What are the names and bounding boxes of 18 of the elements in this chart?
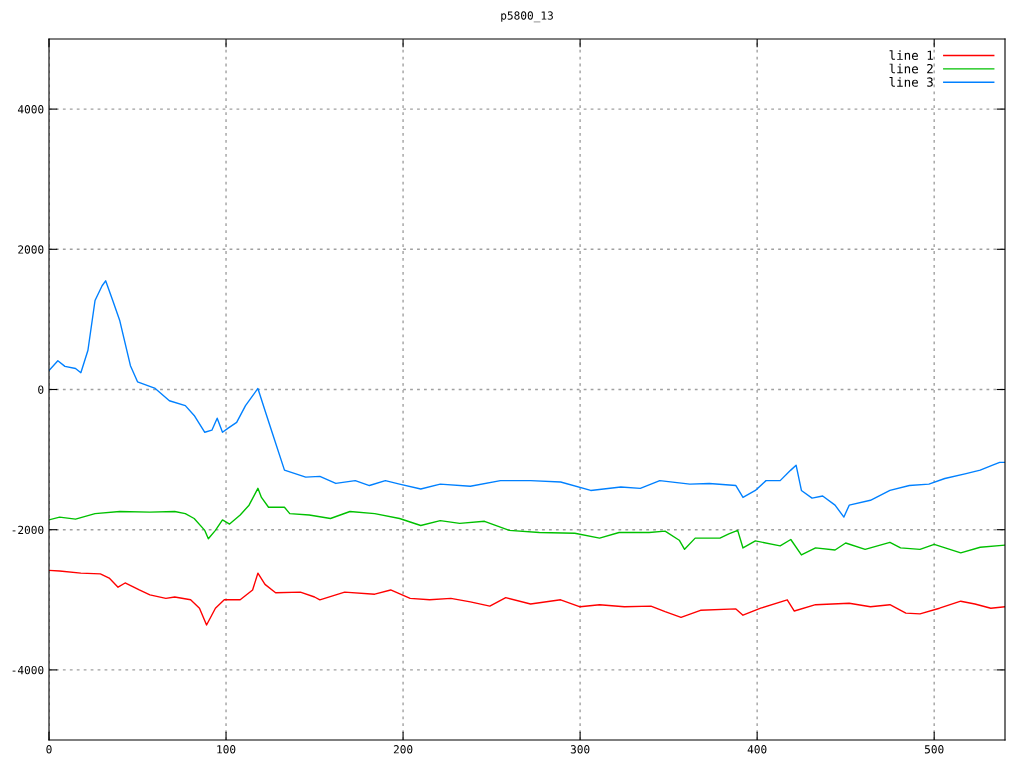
y-tick-label: -4000 <box>12 665 44 675</box>
x-tick-label: 500 <box>924 745 944 754</box>
y-tick-label: 0 <box>38 385 44 394</box>
x-tick-label: 300 <box>570 745 590 754</box>
legend-label: line 1 <box>889 50 933 60</box>
y-tick-label: 4000 <box>17 105 44 114</box>
legend-label: line 3 <box>889 77 933 87</box>
y-tick-label: 2000 <box>18 245 44 254</box>
legend-label: line 2 <box>889 63 933 74</box>
x-tick-label: 200 <box>393 745 413 754</box>
line-series <box>49 569 1005 626</box>
x-tick-label: 0 <box>46 745 52 754</box>
chart-title: p5800_13 <box>501 11 553 23</box>
y-tick-label: -2000 <box>12 525 44 535</box>
line-series <box>49 280 1005 518</box>
x-tick-label: 400 <box>747 745 767 754</box>
line-series <box>49 487 1005 556</box>
x-tick-label: 100 <box>217 745 236 754</box>
